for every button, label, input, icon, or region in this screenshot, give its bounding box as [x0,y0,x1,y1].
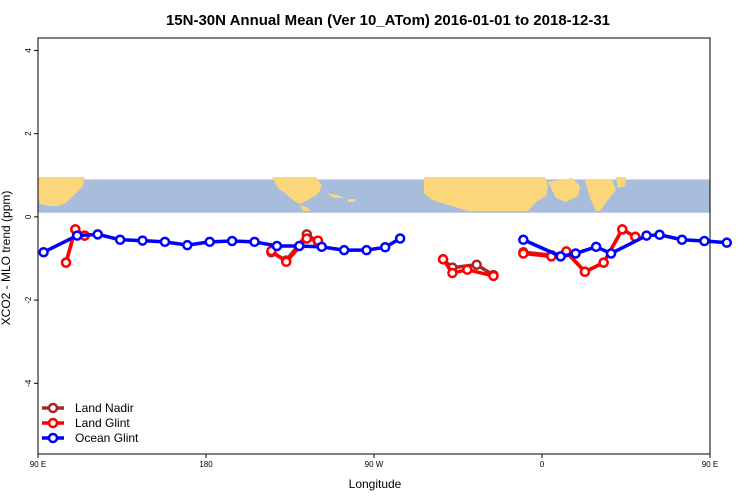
ocean-glint-point [137,235,148,246]
ocean-glint-point [379,241,391,253]
x-tick-label: 90 W [365,460,384,469]
y-tick-label: 4 [24,48,33,53]
legend-label: Land Glint [75,416,130,430]
legend-swatch-point [47,432,59,444]
ocean-glint-point [570,248,581,259]
land-hispaniola [348,199,356,202]
legend-label: Ocean Glint [75,431,139,445]
x-tick-label: 0 [540,460,545,469]
world-map-band [38,177,710,213]
ocean-glint-point [249,236,260,248]
land-india [585,180,616,211]
ocean-glint-point [394,233,406,244]
x-tick-label: 180 [199,460,213,469]
ocean-glint-point [676,234,688,246]
ocean-glint-point [316,241,327,253]
ocean-glint-point [114,234,126,246]
land-glint-point [437,254,449,265]
land-cuba [326,193,344,198]
ocean-glint-point [294,240,305,252]
land-asia-west [38,177,85,206]
legend-item-ocean-glint: Ocean Glint [42,431,139,445]
land-glint-point [60,257,72,268]
ocean-glint-point [361,244,372,256]
legend-label: Land Nadir [75,401,134,415]
series-ocean-glint [38,229,733,262]
land-glint-point [518,248,529,259]
ocean-glint-line [522,233,727,259]
land-glint-point [301,233,313,244]
series-layer [38,224,733,282]
ocean-glint-point [38,246,49,258]
y-tick-label: -2 [24,296,33,304]
ocean-glint-point [721,237,733,248]
land-glint-point [488,270,499,282]
ocean-glint-point [226,235,238,247]
ocean-glint-point [271,240,283,252]
ocean-glint-point [204,236,215,248]
y-axis: 4 2 0 -2 -4 [24,48,38,387]
x-axis-label: Longitude [349,477,402,491]
legend-swatch-point [47,417,59,429]
ocean-glint-point [555,251,566,262]
land-east-asia [616,177,626,188]
land-glint-point [462,264,473,275]
land-glint-point [617,224,628,235]
x-tick-label: 90 E [30,460,46,469]
x-axis: 90 E 180 90 W 0 90 E [30,454,718,469]
y-tick-label: 0 [24,214,33,219]
land-africa [424,177,548,211]
x-tick-label: 90 E [702,460,718,469]
land-glint-line [441,258,494,278]
land-nadir-point [471,259,482,270]
ocean-glint-point [518,234,529,246]
y-axis-label: XCO2 - MLO trend (ppm) [0,191,13,326]
ocean-glint-point [159,236,171,248]
ocean-glint-point [182,239,193,251]
land-glint-point [598,257,609,268]
ocean-glint-point [590,241,602,253]
ocean-glint-point [654,229,665,241]
legend-item-land-nadir: Land Nadir [42,401,134,415]
ocean-glint-point [699,235,710,247]
land-glint-point [447,267,458,279]
plot-frame [37,37,711,455]
ocean-glint-point [641,230,652,241]
land-mexico-tip [300,205,311,211]
land-glint-point [281,256,292,268]
ocean-glint-point [92,229,103,240]
legend-swatch-point [47,402,59,414]
ocean-glint-point [71,230,83,241]
legend-item-land-glint: Land Glint [42,416,130,430]
ocean-glint-point [605,248,617,259]
land-glint-point [579,266,591,278]
land-arabia [548,178,580,202]
y-tick-label: -4 [24,379,33,387]
chart-title: 15N-30N Annual Mean (Ver 10_ATom) 2016-0… [166,12,610,29]
y-tick-label: 2 [24,131,33,136]
land-americas [272,177,322,204]
ocean-glint-point [338,244,350,256]
